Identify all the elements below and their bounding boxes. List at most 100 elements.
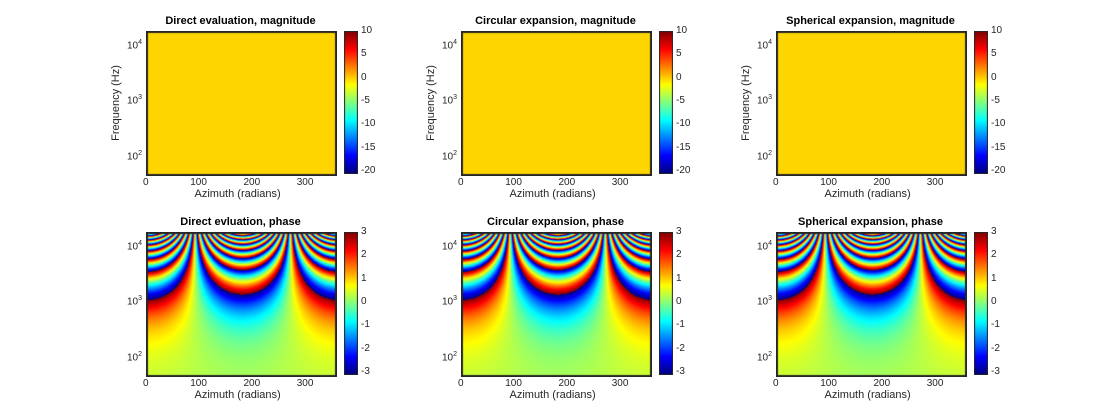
y-tick-label: 104 [127,39,142,51]
y-tick-label: 103 [127,295,142,307]
colorbar-tick-label: -15 [991,141,1006,153]
colorbar-tick-label: -10 [991,118,1006,130]
x-tick-label: 300 [926,177,944,188]
y-tick-base: 10 [442,40,454,52]
colorbar-tick-label: 1 [676,272,682,284]
y-tick-exponent: 2 [453,350,458,358]
x-tick-label: 200 [558,378,576,389]
heatmap-image [461,31,652,176]
colorbar-tick-label: -1 [676,319,685,331]
chart-title: Circular expansion, magnitude [475,15,636,27]
colorbar-tick-label: -10 [676,118,691,130]
y-tick-base: 10 [442,352,454,364]
colorbar-tick-label: 2 [676,249,682,261]
y-tick-base: 10 [442,151,454,163]
x-tick-label: 100 [820,378,837,389]
y-tick-exponent: 4 [138,38,143,46]
colorbar-tick-label: 0 [676,296,682,307]
colorbar-tick-label: 1 [991,272,997,284]
y-tick-exponent: 3 [453,94,458,102]
heatmap-axes [461,232,652,377]
colorbar-tick-label: -10 [361,118,376,130]
x-tick-label: 300 [296,177,314,188]
x-tick-label: 100 [505,177,522,188]
x-tick-label: 300 [296,378,314,389]
y-tick-exponent: 2 [453,149,458,157]
x-tick-label: 200 [243,177,261,188]
y-tick-label: 104 [127,240,142,252]
y-tick-label: 102 [757,150,772,162]
colorbar-tick-label: 2 [991,249,997,261]
heatmap-image [776,232,967,377]
y-tick-label: 104 [442,240,457,252]
colorbar-tick-label: 0 [361,296,367,307]
heatmap-axes [461,31,652,176]
heatmap-axes [776,232,967,377]
colorbar-tick-label: -3 [361,366,370,377]
y-tick-label: 104 [442,39,457,51]
y-tick-exponent: 4 [453,239,458,247]
y-tick-label: 102 [442,150,457,162]
x-axis-label: Azimuth (radians) [509,389,596,401]
x-tick-label: 0 [773,177,779,188]
y-tick-exponent: 3 [138,295,143,303]
colorbar-tick-label: 5 [991,48,997,60]
y-tick-exponent: 4 [768,239,773,247]
colorbar-tick-label: 0 [676,71,682,83]
y-tick-exponent: 2 [138,149,143,157]
colorbar-tick-label: -20 [991,165,1006,176]
y-tick-base: 10 [127,241,139,253]
colorbar [344,232,358,375]
colorbar [344,31,358,174]
y-tick-label: 102 [442,351,457,363]
y-tick-label: 104 [757,240,772,252]
colorbar-tick-label: -3 [676,366,685,377]
colorbar-tick-label: -2 [361,342,370,354]
heatmap-image [146,232,337,377]
colorbar [659,31,673,174]
colorbar-tick-label: 10 [676,25,688,36]
colorbar [974,31,988,174]
colorbar-tick-label: 0 [991,296,997,307]
x-tick-label: 200 [873,177,891,188]
colorbar-tick-label: -15 [361,141,376,153]
y-tick-label: 102 [757,351,772,363]
x-tick-label: 200 [243,378,261,389]
x-tick-label: 0 [773,378,779,389]
colorbar-tick-label: -2 [676,342,685,354]
y-tick-exponent: 3 [768,295,773,303]
colorbar-tick-label: 10 [361,25,373,36]
y-tick-exponent: 4 [768,38,773,46]
colorbar-tick-label: 2 [361,249,367,261]
y-tick-exponent: 2 [768,350,773,358]
colorbar-tick-label: 1 [361,272,367,284]
y-tick-base: 10 [442,241,454,253]
y-tick-base: 10 [127,296,139,308]
chart-title: Direct evluation, phase [180,216,301,228]
chart-title: Spherical expansion, magnitude [786,15,955,27]
y-tick-base: 10 [757,241,769,253]
colorbar [974,232,988,375]
colorbar-tick-label: 3 [991,226,997,237]
y-tick-base: 10 [127,352,139,364]
heatmap-image [146,31,337,176]
x-tick-label: 300 [611,177,629,188]
y-axis-label: Frequency (Hz) [740,64,752,141]
y-tick-base: 10 [757,40,769,52]
y-tick-base: 10 [127,95,139,107]
y-tick-label: 103 [127,94,142,106]
colorbar-tick-label: 5 [676,48,682,60]
x-tick-label: 0 [143,177,149,188]
x-tick-label: 100 [190,177,207,188]
x-tick-label: 300 [611,378,629,389]
y-tick-exponent: 4 [453,38,458,46]
x-tick-label: 100 [505,378,522,389]
y-axis-label: Frequency (Hz) [110,64,122,141]
x-tick-label: 200 [873,378,891,389]
colorbar-tick-label: 0 [991,71,997,83]
y-tick-label: 103 [757,295,772,307]
heatmap-image [776,31,967,176]
colorbar-tick-label: -20 [361,165,376,176]
colorbar-tick-label: 5 [361,48,367,60]
